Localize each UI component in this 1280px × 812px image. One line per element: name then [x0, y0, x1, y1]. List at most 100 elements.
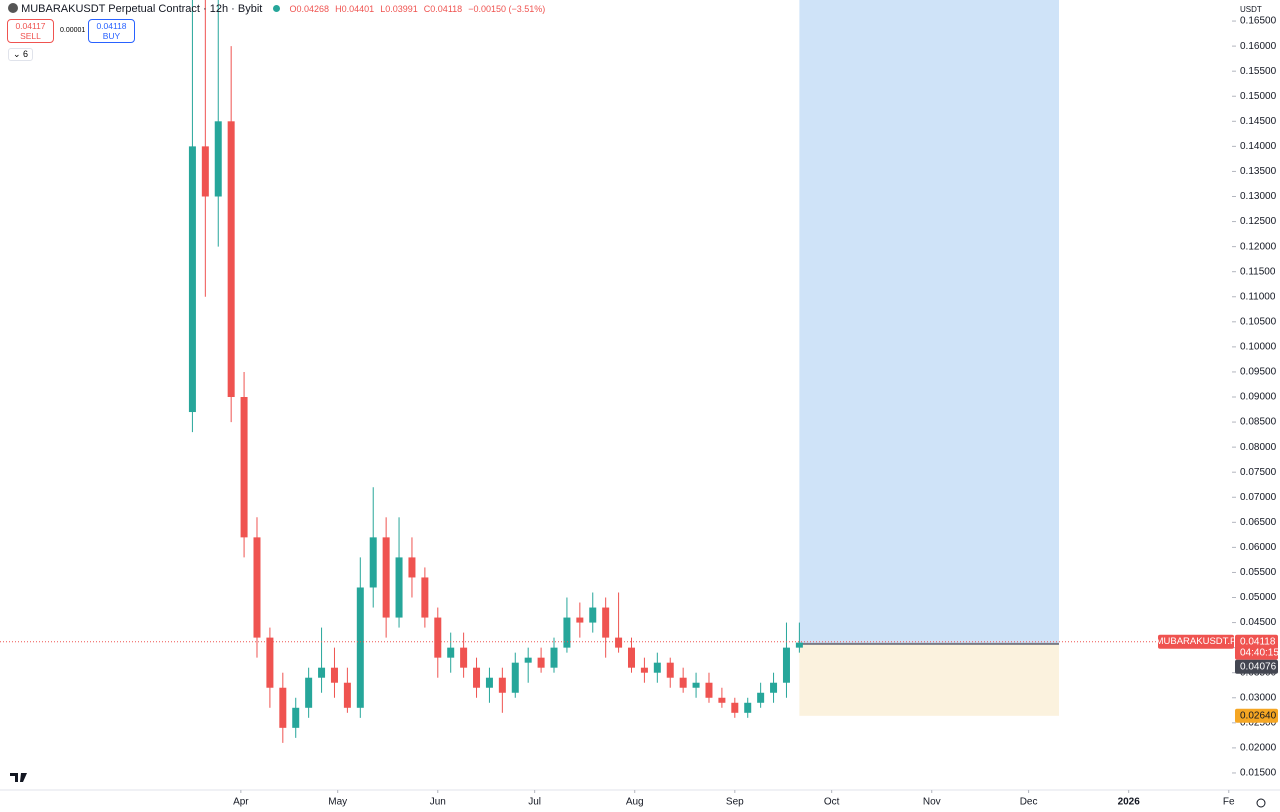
- y-tick-label: 0.11500: [1240, 266, 1276, 277]
- stop-tag: 0.02640: [1240, 710, 1277, 721]
- y-tick-label: 0.10000: [1240, 342, 1277, 353]
- candle-body: [744, 702, 752, 713]
- buy-price: 0.04118: [96, 21, 127, 31]
- y-tick-label: 0.05500: [1240, 567, 1277, 578]
- x-tick-label: Aug: [626, 797, 644, 808]
- candle-body: [537, 657, 545, 668]
- candle-body: [473, 667, 481, 688]
- candle-body: [279, 687, 287, 728]
- x-tick-label: Jun: [430, 797, 446, 808]
- y-tick-label: 0.08500: [1240, 417, 1277, 428]
- y-tick-label: 0.12000: [1240, 241, 1277, 252]
- y-tick-label: 0.13500: [1240, 166, 1277, 177]
- y-tick-label: 0.07000: [1240, 492, 1277, 503]
- x-tick-label: Dec: [1020, 797, 1038, 808]
- price-axis-bg: [1232, 0, 1280, 812]
- y-tick-label: 0.02000: [1240, 743, 1277, 754]
- candle-body: [692, 682, 700, 688]
- candle-body: [770, 682, 778, 693]
- x-tick-label: May: [328, 797, 347, 808]
- header: MUBARAKUSDT Perpetual Contract · 12h · B…: [8, 3, 545, 15]
- buy-label: BUY: [102, 31, 121, 41]
- x-tick-label: Oct: [824, 797, 840, 808]
- settings-icon[interactable]: [1256, 798, 1266, 808]
- candle-body: [485, 677, 493, 688]
- y-tick-label: 0.05000: [1240, 592, 1277, 603]
- candle-body: [395, 557, 403, 618]
- x-tick-label: Apr: [233, 797, 249, 808]
- candle-body: [653, 662, 661, 673]
- candle-body: [356, 587, 364, 708]
- y-tick-label: 0.15000: [1240, 91, 1277, 102]
- logo[interactable]: [10, 773, 27, 782]
- entry-tag-bg: [1235, 659, 1278, 674]
- sell-button[interactable]: 0.04117 SELL: [7, 19, 54, 43]
- candle-body: [253, 537, 261, 638]
- y-tick-label: 0.09500: [1240, 367, 1277, 378]
- candle-body: [782, 647, 790, 683]
- y-tick-label: 0.13000: [1240, 191, 1277, 202]
- y-tick-label: 0.12500: [1240, 216, 1277, 227]
- candle-body: [201, 146, 209, 197]
- y-tick-label: 0.06500: [1240, 517, 1277, 528]
- candle-body: [666, 662, 674, 678]
- y-tick-label: 0.08000: [1240, 442, 1277, 453]
- candle-body: [305, 677, 313, 708]
- candle-body: [227, 121, 235, 398]
- candle-body: [369, 537, 377, 588]
- indicators-toggle[interactable]: ⌄ 6: [8, 48, 34, 61]
- x-tick-label: Sep: [726, 797, 744, 808]
- candle-body: [292, 707, 300, 728]
- x-tick-label: Fe: [1223, 797, 1235, 808]
- y-tick-label: 0.02500: [1240, 717, 1277, 728]
- y-tick-label: 0.14500: [1240, 116, 1277, 127]
- candle-body: [718, 697, 726, 703]
- candle-body: [447, 647, 455, 658]
- profit-zone: [799, 0, 1059, 644]
- y-tick-label: 0.07500: [1240, 467, 1277, 478]
- open: O0.04268: [289, 4, 330, 14]
- candle-body: [627, 647, 635, 668]
- buy-button[interactable]: 0.04118 BUY: [88, 19, 135, 43]
- candle-body: [524, 657, 532, 663]
- candle-body: [460, 647, 468, 668]
- candle-body: [679, 677, 687, 688]
- indicators-count: 6: [23, 49, 29, 59]
- y-tick-label: 0.03000: [1240, 692, 1277, 703]
- candle-body: [705, 682, 713, 698]
- candle-body: [589, 607, 597, 623]
- last-price-tag-bg: [1235, 634, 1278, 660]
- candle-body: [188, 146, 196, 413]
- y-tick-label: 0.09000: [1240, 392, 1277, 403]
- entry-tag: 0.04076: [1240, 661, 1277, 672]
- low: L0.03991: [380, 4, 418, 14]
- candle-body: [240, 397, 248, 538]
- candle-body: [214, 121, 222, 197]
- sell-label: SELL: [20, 31, 41, 41]
- candle-body: [731, 702, 739, 713]
- candle-body: [421, 577, 429, 618]
- candle-body: [382, 537, 390, 618]
- candle-body: [511, 662, 519, 693]
- x-tick-label: Jul: [528, 797, 541, 808]
- status-dot: [273, 5, 281, 12]
- candle-body: [757, 692, 765, 703]
- symbol-title[interactable]: MUBARAKUSDT Perpetual Contract · 12h · B…: [21, 3, 263, 15]
- change: −0.00150 (−3.51%): [468, 4, 546, 14]
- y-tick-label: 0.10500: [1240, 316, 1277, 327]
- stop-tag-bg: [1235, 708, 1278, 723]
- last-price-tag: 0.04118: [1240, 636, 1276, 647]
- y-tick-label: 0.16500: [1240, 16, 1277, 27]
- sell-price: 0.04117: [15, 21, 46, 31]
- y-tick-label: 0.01500: [1240, 768, 1277, 779]
- candle-body: [795, 642, 803, 648]
- y-tick-label: 0.04500: [1240, 617, 1277, 628]
- symbol-tag-bg: [1158, 634, 1234, 649]
- candle-body: [615, 637, 623, 648]
- currency[interactable]: USDT: [1240, 5, 1262, 14]
- y-tick-label: 0.14000: [1240, 141, 1277, 152]
- high: H0.04401: [335, 4, 375, 14]
- x-tick-label: 2026: [1118, 797, 1141, 808]
